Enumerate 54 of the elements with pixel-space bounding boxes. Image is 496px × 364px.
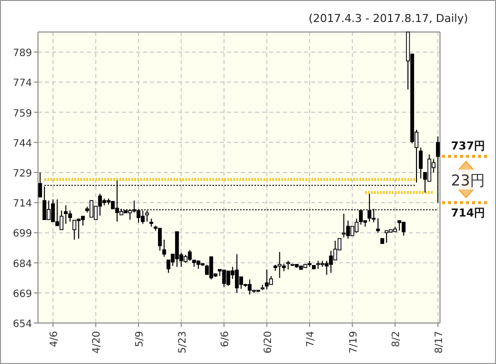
candlestick xyxy=(384,230,388,244)
candlestick xyxy=(248,278,252,295)
y-tick-label: 729 xyxy=(12,168,32,180)
candlestick xyxy=(342,213,346,238)
candlestick xyxy=(188,249,192,262)
candlestick xyxy=(436,136,440,204)
x-tick-label: 5/23 xyxy=(177,331,188,354)
candlestick xyxy=(64,204,68,224)
text: 714円 xyxy=(451,206,485,220)
candlestick xyxy=(90,200,94,218)
chart-subtitle: (2017.4.3 - 2017.8.17, Daily) xyxy=(308,12,468,25)
candlestick xyxy=(140,210,145,224)
candlestick xyxy=(264,268,269,290)
x-tick-label: 6/20 xyxy=(262,331,274,354)
x-tick-label: 4/20 xyxy=(92,331,103,354)
candlestick xyxy=(55,198,60,226)
candlestick xyxy=(329,250,333,274)
candlestick xyxy=(354,218,359,234)
candlestick xyxy=(209,256,214,280)
text: 737円 xyxy=(451,139,485,152)
y-tick-label: 714 xyxy=(12,198,32,210)
candlestick xyxy=(72,220,76,240)
candlestick xyxy=(376,218,380,234)
y-tick-label: 744 xyxy=(12,138,32,150)
candlestick xyxy=(234,254,239,294)
candlestick xyxy=(76,218,81,240)
y-tick-label: 699 xyxy=(12,228,32,240)
candlestick xyxy=(402,222,406,236)
y-tick-label: 684 xyxy=(12,258,32,270)
x-tick-label: 7/19 xyxy=(348,331,360,354)
candlestick xyxy=(350,226,354,236)
y-tick-label: 669 xyxy=(12,288,32,300)
candlestick xyxy=(418,147,423,180)
candlestick xyxy=(278,251,282,278)
y-tick-label: 774 xyxy=(12,78,32,90)
candlestick xyxy=(60,210,64,230)
x-tick-label: 8/2 xyxy=(391,331,402,348)
x-tick-label: 4/6 xyxy=(48,331,60,348)
candlestick xyxy=(38,172,42,198)
y-tick-label: 759 xyxy=(12,108,32,120)
x-tick-label: 7/4 xyxy=(306,331,317,348)
x-tick-label: 5/9 xyxy=(134,331,146,348)
candlestick xyxy=(427,154,432,182)
candlestick xyxy=(46,200,51,220)
candlestick xyxy=(397,220,402,232)
y-tick-label: 789 xyxy=(12,48,32,60)
x-tick-label: 6/6 xyxy=(220,331,232,348)
x-tick-label: 8/17 xyxy=(434,331,445,354)
candlestick xyxy=(226,270,230,286)
text: 23円 xyxy=(450,172,486,190)
candlestick xyxy=(51,198,55,222)
candlestick xyxy=(98,193,102,216)
y-tick-label: 654 xyxy=(12,319,32,330)
candlestick xyxy=(222,270,226,288)
